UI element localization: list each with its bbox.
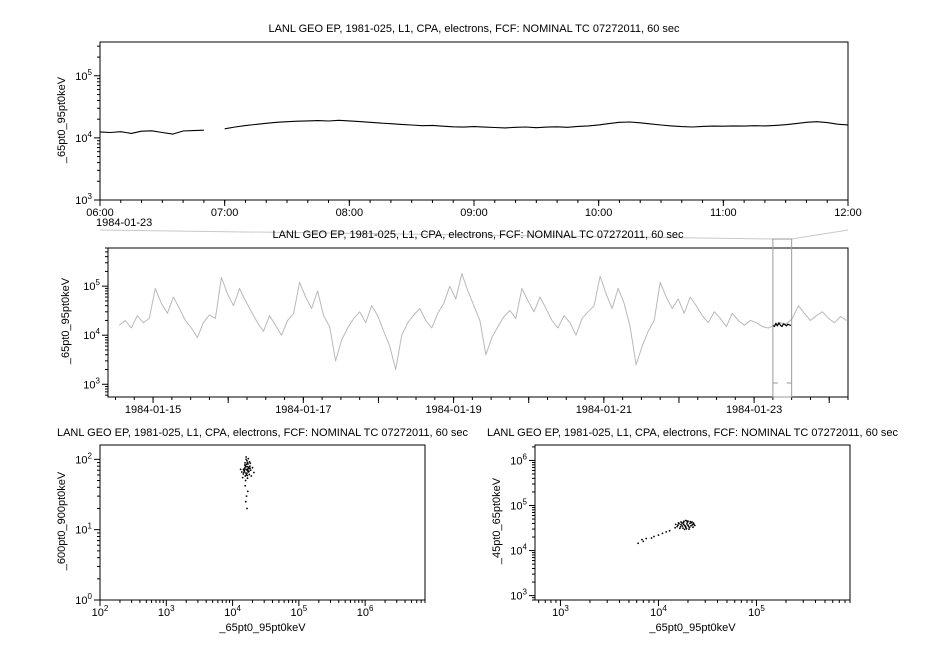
tick-label: 106 bbox=[510, 452, 527, 467]
tick-label: 100 bbox=[75, 592, 92, 607]
chart-title-overview-timeseries: LANL GEO EP, 1981-025, L1, CPA, electron… bbox=[108, 229, 848, 241]
x-tick-label: 1984-01-23 bbox=[726, 404, 782, 416]
tick-label: 103 bbox=[83, 376, 100, 391]
y-axis-label-top-timeseries: _65pt0_95pt0keV bbox=[56, 40, 68, 200]
tick-label: 106 bbox=[357, 604, 374, 619]
x-axis-top-timeseries: 06:00 07:00 08:00 09:00 10:00 11:00 12:00 bbox=[86, 200, 862, 219]
x-tick-label: 07:00 bbox=[211, 207, 239, 219]
tick-label: 104 bbox=[83, 327, 100, 342]
plot-area-overview-timeseries[interactable] bbox=[107, 247, 849, 398]
y-axis-label-text: _65pt0_95pt0keV bbox=[56, 76, 68, 164]
x-tick-label: 1984-01-15 bbox=[125, 404, 181, 416]
scatter-points-scatter-600-900 bbox=[239, 456, 255, 510]
data-series-overview-flux-65-95keV bbox=[118, 273, 847, 370]
x-tick-label: 11:00 bbox=[710, 207, 737, 219]
x-axis-scatter-45-65: 103 104 105 bbox=[538, 600, 851, 619]
tick-label: 104 bbox=[650, 604, 667, 619]
tick-label: 104 bbox=[75, 130, 92, 145]
tick-label: 105 bbox=[83, 278, 100, 293]
tick-label: 104 bbox=[224, 604, 241, 619]
x-axis-label-text: _65pt0_95pt0keV bbox=[649, 622, 736, 634]
x-tick-label: 06:00 bbox=[86, 207, 114, 219]
y-axis-label-scatter-left: _600pt0_900pt0keV bbox=[56, 441, 68, 601]
y-axis-label-overview-timeseries: _65pt0_95pt0keV bbox=[60, 241, 72, 401]
tick-label: 103 bbox=[158, 604, 175, 619]
x-tick-label: 1984-01-19 bbox=[425, 404, 481, 416]
chart-title-text: LANL GEO EP, 1981-025, L1, CPA, electron… bbox=[56, 427, 469, 439]
y-axis-scatter-600-900: 100 101 102 bbox=[75, 451, 100, 607]
x-axis-overview-timeseries: 1984-01-15 1984-01-17 1984-01-19 1984-01-21… bbox=[115, 397, 849, 416]
tick-label: 103 bbox=[75, 192, 92, 207]
data-series-electron-flux-65-95keV bbox=[99, 119, 849, 135]
tick-label: 105 bbox=[291, 604, 308, 619]
x-tick-label: 12:00 bbox=[834, 207, 862, 219]
tick-label: 105 bbox=[748, 604, 765, 619]
plot-area-scatter-600-900[interactable] bbox=[99, 444, 426, 601]
x-tick-label: 10:00 bbox=[585, 207, 613, 219]
context-date-label: 1984-01-23 bbox=[96, 217, 153, 229]
y-axis-overview-timeseries: 103 104 105 bbox=[83, 247, 108, 396]
x-tick-label: 1984-01-21 bbox=[576, 404, 632, 416]
y-axis-label-scatter-right: _45pt0_65pt0keV bbox=[491, 441, 503, 601]
plot-area-top-timeseries[interactable] bbox=[99, 41, 849, 201]
tick-label: 105 bbox=[510, 497, 527, 512]
chart-title-top-timeseries: LANL GEO EP, 1981-025, L1, CPA, electron… bbox=[100, 23, 848, 35]
tick-label: 103 bbox=[510, 588, 527, 603]
chart-title-scatter-left: LANL GEO EP, 1981-025, L1, CPA, electron… bbox=[57, 427, 468, 439]
y-axis-scatter-45-65: 103 104 105 106 bbox=[510, 446, 535, 603]
y-axis-label-text: _600pt0_900pt0keV bbox=[56, 471, 68, 571]
tick-label: 105 bbox=[75, 68, 92, 83]
chart-title-text: LANL GEO EP, 1981-025, L1, CPA, electron… bbox=[268, 23, 680, 35]
y-axis-top-timeseries: 103 104 105 bbox=[75, 45, 100, 207]
scatter-points-scatter-45-65 bbox=[637, 519, 696, 545]
context-connector-left bbox=[99, 229, 773, 240]
x-axis-scatter-600-900: 102 103 104 105 106 bbox=[92, 600, 426, 619]
data-series-selected-interval-highlight bbox=[772, 322, 792, 328]
tick-label: 102 bbox=[92, 604, 109, 619]
x-axis-label-scatter-left: _65pt0_95pt0keV bbox=[100, 622, 425, 634]
y-axis-label-text: _45pt0_65pt0keV bbox=[491, 477, 503, 565]
plot-area-scatter-45-65[interactable] bbox=[534, 444, 851, 601]
chart-title-text: LANL GEO EP, 1981-025, L1, CPA, electron… bbox=[272, 229, 684, 241]
x-tick-label: 09:00 bbox=[460, 207, 488, 219]
tick-label: 102 bbox=[75, 451, 92, 466]
y-axis-label-text: _65pt0_95pt0keV bbox=[60, 277, 72, 365]
tick-label: 104 bbox=[510, 543, 527, 558]
tick-label: 103 bbox=[552, 604, 569, 619]
context-connector-right bbox=[791, 229, 849, 240]
x-tick-label: 08:00 bbox=[336, 207, 364, 219]
chart-title-scatter-right: LANL GEO EP, 1981-025, L1, CPA, electron… bbox=[487, 427, 898, 439]
tick-label: 101 bbox=[75, 522, 92, 537]
x-tick-label: 1984-01-17 bbox=[275, 404, 331, 416]
chart-title-text: LANL GEO EP, 1981-025, L1, CPA, electron… bbox=[486, 427, 899, 439]
x-axis-label-text: _65pt0_95pt0keV bbox=[219, 622, 306, 634]
context-selection-box[interactable] bbox=[772, 238, 793, 398]
x-axis-label-scatter-right: _65pt0_95pt0keV bbox=[535, 622, 850, 634]
